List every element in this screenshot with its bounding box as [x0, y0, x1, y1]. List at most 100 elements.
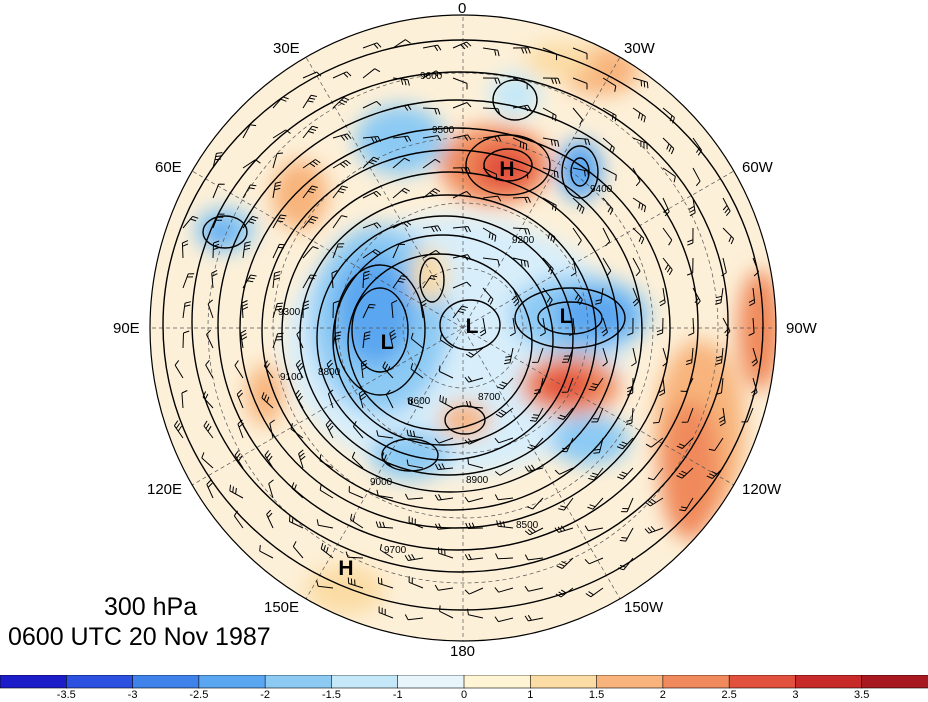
wind-barb [632, 137, 648, 150]
wind-barb [748, 287, 756, 307]
high-pressure-center: H [338, 557, 353, 580]
wind-barb [658, 377, 666, 397]
wind-barb [207, 299, 214, 319]
wind-barb [482, 77, 501, 84]
wind-barb [647, 467, 664, 481]
wind-barb [512, 77, 528, 90]
wind-barb [362, 222, 382, 229]
contour-label: 8900 [466, 475, 489, 486]
wind-barb [272, 129, 291, 139]
colorbar-tick-label: 1 [527, 689, 534, 701]
wind-barb [554, 525, 574, 533]
wind-barb [332, 71, 352, 79]
contour-label: 8700 [478, 392, 501, 403]
wind-barb [752, 257, 759, 277]
wind-barb [422, 275, 438, 289]
wind-barb [524, 527, 544, 536]
wind-barb [263, 360, 274, 379]
wind-barb [211, 269, 218, 289]
wind-barb [572, 137, 591, 146]
wind-barb [681, 407, 694, 423]
wind-barb [420, 299, 427, 319]
wind-barb [406, 429, 424, 439]
wind-barb [298, 449, 306, 469]
colorbar-swatch [463, 675, 532, 689]
wind-barb [532, 347, 544, 363]
wind-barb [748, 317, 755, 336]
wind-barb [721, 257, 727, 277]
wind-barb [588, 377, 604, 391]
wind-barb [237, 419, 244, 439]
wind-barb [242, 215, 259, 229]
wind-barb [494, 616, 514, 623]
high-pressure-center: H [499, 158, 514, 181]
wind-barb [347, 577, 364, 589]
wind-barb [351, 451, 364, 469]
wind-barb [362, 190, 382, 199]
longitude-label: 180 [450, 643, 476, 660]
wind-barb [291, 482, 304, 499]
contour-label: 8600 [408, 396, 431, 407]
wind-barb [381, 452, 394, 469]
wind-barb [242, 159, 261, 169]
wind-barb [479, 317, 487, 337]
wind-barb [572, 47, 588, 60]
wind-barb [452, 190, 472, 199]
wind-barb [242, 124, 257, 139]
wind-barb [529, 407, 544, 422]
wind-barb [362, 136, 382, 143]
wind-barb [272, 181, 282, 199]
colorbar-tick-label: 3.5 [854, 689, 870, 701]
wind-barb [268, 479, 274, 499]
colorbar-swatch [132, 675, 200, 689]
wind-barb [452, 102, 472, 109]
wind-barb [319, 454, 334, 469]
wind-barb [229, 484, 244, 499]
wind-barb [572, 197, 585, 214]
wind-barb [632, 287, 640, 307]
colorbar-tick-label: 3 [792, 689, 799, 701]
wind-barb [542, 77, 561, 84]
wind-barb [352, 420, 364, 439]
wind-barb [572, 107, 584, 126]
wind-barb [512, 104, 532, 112]
colorbar-swatch [662, 675, 730, 689]
wind-barb [422, 107, 441, 115]
wind-barb [452, 134, 472, 141]
colorbar-swatch [728, 675, 797, 689]
colorbar-swatch [0, 675, 68, 689]
wind-barb [392, 220, 412, 229]
colorbar-tick-label: -2.5 [189, 689, 209, 701]
wind-barb [242, 184, 257, 199]
wind-barb [722, 227, 735, 245]
wind-barb [539, 317, 546, 337]
wind-barb [422, 188, 441, 199]
wind-barb [362, 304, 376, 319]
wind-barb [542, 257, 554, 275]
wind-barb [452, 281, 472, 289]
wind-barb [687, 227, 694, 246]
wind-barb [266, 509, 274, 529]
wind-barb [272, 96, 289, 109]
wind-barb [422, 158, 441, 169]
wind-barb [527, 497, 544, 510]
wind-barb [692, 137, 703, 156]
wind-barb [202, 391, 214, 409]
wind-barb [332, 215, 348, 229]
wind-barb [542, 107, 557, 122]
wind-barb [662, 167, 676, 183]
wind-barb [496, 520, 514, 529]
wind-barb [452, 254, 472, 261]
wind-barb [434, 584, 454, 591]
wind-barb [378, 606, 394, 619]
wind-barb [182, 301, 192, 319]
wind-barb [512, 196, 531, 204]
wind-barb [332, 185, 348, 199]
wind-barb [464, 587, 484, 595]
wind-barb [392, 275, 408, 289]
wind-barb [452, 77, 468, 90]
wind-barb [602, 197, 614, 215]
wind-barb [662, 107, 675, 124]
wind-barb [326, 359, 334, 379]
contour-label: 9000 [370, 477, 393, 488]
